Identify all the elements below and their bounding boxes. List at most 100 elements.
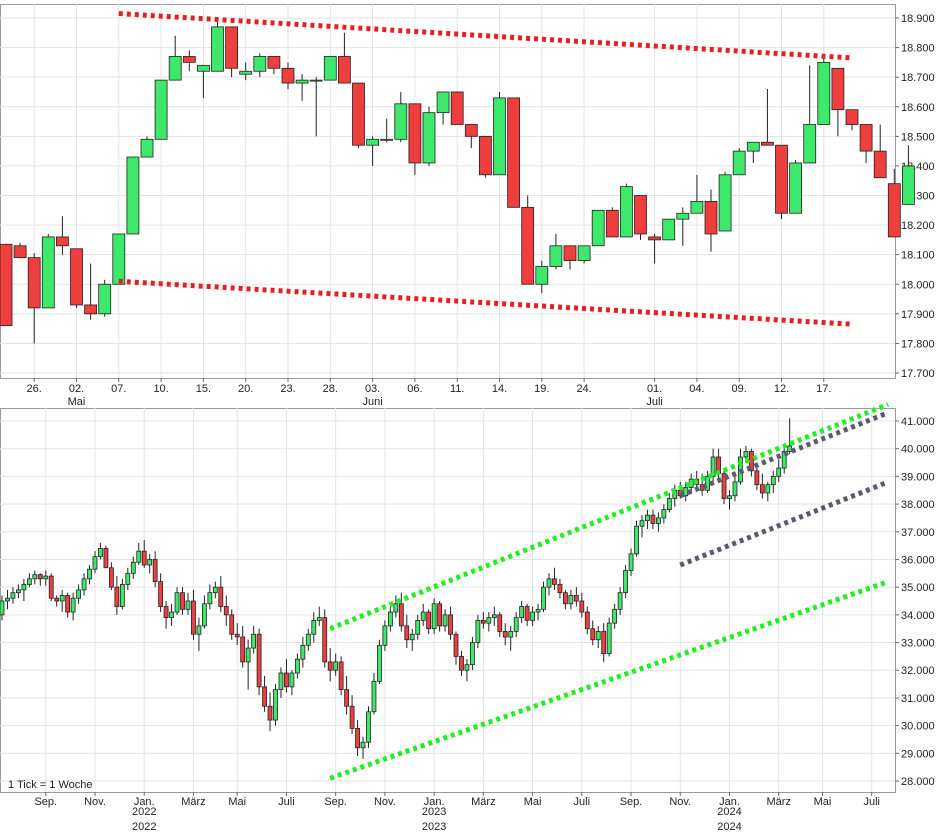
candle-up: [43, 575, 49, 580]
candle-down: [234, 633, 240, 638]
x-tick-label: 19.: [534, 383, 549, 395]
y-tick-label: 32.000: [901, 665, 935, 677]
candle-up: [803, 124, 817, 164]
candle-down: [408, 103, 422, 164]
weekly-candlestick-chart: 41.000 40.000 39.000 38.000 37.000 36.000 35.0…: [0, 402, 935, 833]
candle-up: [360, 741, 366, 749]
candle-up: [295, 79, 309, 84]
candle-up: [70, 597, 76, 613]
candle-up: [666, 498, 672, 511]
candle-up: [645, 514, 650, 522]
candle-up: [169, 611, 174, 619]
candle-down: [158, 581, 164, 607]
candle-down: [84, 304, 97, 315]
candle-up: [5, 597, 10, 602]
candle-down: [887, 183, 901, 238]
candle-up: [535, 608, 541, 613]
candle-up: [519, 606, 525, 619]
candle-down: [721, 473, 727, 499]
x-tick-label: Mai: [524, 796, 542, 808]
trendline: [679, 410, 890, 499]
candle-up: [577, 245, 591, 261]
candle-up: [273, 689, 278, 721]
candle-down: [704, 201, 718, 235]
candle-up: [493, 97, 506, 176]
x-tick-label: 12.: [774, 383, 789, 395]
x-tick-label: Juli: [574, 796, 591, 808]
y-tick-label: 17.800: [901, 338, 935, 350]
candle-down: [754, 470, 760, 486]
candle-up: [98, 283, 112, 315]
candle-down: [225, 26, 239, 69]
candle-up: [211, 26, 224, 72]
candle-up: [743, 451, 749, 458]
candle-down: [584, 611, 590, 630]
candle-down: [163, 606, 169, 619]
candle-up: [251, 633, 257, 649]
x-tick-label: 26.: [27, 383, 42, 395]
candle-down: [845, 109, 859, 125]
candle-down: [464, 124, 478, 137]
candle-down: [590, 628, 596, 641]
candle-down: [521, 206, 535, 285]
candle-down: [223, 606, 229, 616]
candle-up: [776, 467, 782, 477]
candle-down: [65, 595, 71, 613]
trendline: [118, 11, 853, 61]
candle-down: [563, 592, 568, 605]
x-tick-label: März: [181, 796, 205, 808]
candle-up: [409, 633, 415, 641]
candle-up: [168, 56, 182, 81]
candle-down: [327, 661, 333, 671]
candle-up: [639, 520, 645, 527]
x-bottom-label: 2024: [717, 821, 741, 833]
candle-up: [662, 218, 676, 241]
candle-up: [546, 578, 552, 588]
candle-up: [530, 611, 535, 621]
y-tick-label: 18.500: [901, 131, 935, 143]
x-tick-label: 09.: [732, 383, 747, 395]
candle-up: [26, 578, 32, 585]
candle-down: [218, 586, 224, 607]
candle-up: [387, 611, 393, 627]
candle-up: [612, 608, 618, 624]
candle-up: [253, 56, 267, 72]
x-sublabel: 2022: [132, 806, 156, 818]
candle-up: [486, 617, 492, 624]
candle-down: [450, 91, 464, 125]
candle-up: [174, 592, 180, 613]
candle-up: [718, 174, 732, 232]
footnote: 1 Tick = 1 Woche: [8, 779, 92, 791]
candle-down: [831, 67, 845, 111]
x-tick-label: Nov.: [669, 796, 691, 808]
y-tick-label: 18.000: [901, 279, 935, 291]
candle-down: [267, 56, 281, 69]
candle-up: [136, 550, 142, 563]
candle-down: [634, 195, 647, 235]
candle-up: [311, 619, 317, 635]
x-tick-label: 14.: [492, 383, 507, 395]
candle-down: [859, 124, 873, 152]
candle-up: [475, 619, 481, 643]
candle-up: [87, 568, 92, 580]
candle-up: [765, 484, 771, 494]
candle-up: [0, 600, 5, 616]
y-tick-label: 39.000: [901, 471, 935, 483]
candle-up: [656, 517, 661, 524]
candle-up: [617, 592, 623, 610]
candle-down: [502, 631, 508, 638]
candle-up: [76, 589, 81, 599]
candle-up: [294, 658, 300, 674]
candle-up: [661, 509, 667, 519]
candle-down: [557, 583, 563, 594]
y-tick-label: 31.000: [901, 693, 935, 705]
candle-down: [114, 586, 120, 607]
candle-up: [119, 583, 125, 607]
candle-down: [13, 245, 27, 259]
x-tick-label: 07.: [111, 383, 126, 395]
y-tick-label: 29.000: [901, 748, 935, 760]
trendline: [679, 479, 890, 568]
y-tick-label: 18.800: [901, 43, 935, 55]
candle-down: [56, 236, 69, 247]
x-tick-label: 03.: [365, 383, 380, 395]
